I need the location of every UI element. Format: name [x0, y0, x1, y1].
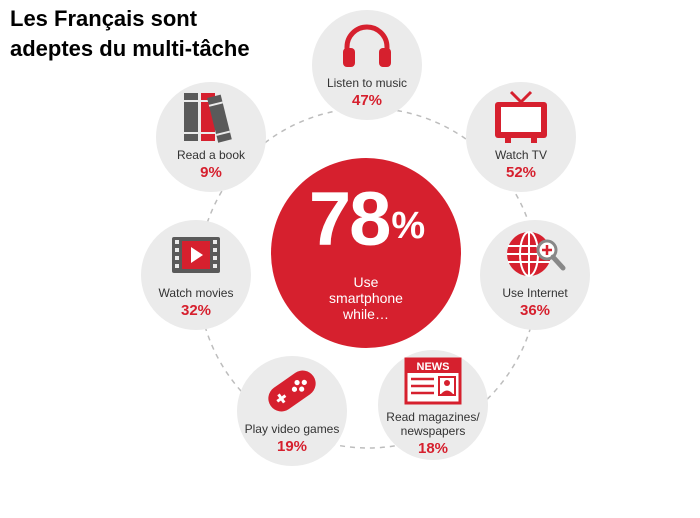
newspaper-icon: NEWS [378, 354, 488, 408]
activity-label: Watch TV [494, 148, 547, 162]
activity-read-book: Read a book 9% [156, 82, 266, 192]
center-value: 78 [308, 177, 392, 262]
activity-label: Use Internet [502, 286, 568, 300]
news-icon-text: NEWS [417, 361, 450, 373]
activity-percent: 36% [519, 302, 551, 319]
center-caption-line-1: Use [353, 274, 379, 290]
activity-read-magazines: NEWS Read magazines/ newspapers 18% [378, 350, 488, 460]
activity-percent: 52% [505, 164, 537, 181]
activity-label: Read a book [176, 148, 246, 162]
activity-label: Read magazines/ newspapers [382, 410, 484, 438]
center-caption: Use smartphone while… [291, 274, 441, 322]
center-caption-line-2: smartphone [329, 290, 403, 306]
title-line-1: Les Français sont [10, 6, 198, 31]
books-icon [156, 90, 266, 144]
activity-label: Play video games [244, 422, 340, 436]
activity-percent: 9% [200, 164, 222, 181]
activity-label: Listen to music [326, 76, 408, 90]
headphones-icon [312, 18, 422, 72]
activity-play-video-games: Play video games 19% [237, 356, 347, 466]
activity-listen-music: Listen to music 47% [312, 10, 422, 120]
center-stat: 78% Use smartphone while… [271, 158, 461, 348]
center-caption-line-3: while… [343, 306, 389, 322]
activity-percent: 47% [351, 92, 383, 109]
activity-percent: 18% [417, 440, 449, 457]
activity-label: Watch movies [158, 286, 234, 300]
center-value-wrap: 78% [271, 180, 461, 260]
activity-label-line-1: Read magazines/ [386, 410, 480, 424]
activity-use-internet: Use Internet 36% [480, 220, 590, 330]
page-title: Les Français sont adeptes du multi-tâche [10, 4, 330, 64]
center-unit: % [391, 205, 425, 247]
tv-icon [466, 90, 576, 144]
globe-search-icon [480, 228, 590, 282]
activity-percent: 19% [276, 438, 308, 455]
activity-percent: 32% [180, 302, 212, 319]
activity-watch-tv: Watch TV 52% [466, 82, 576, 192]
activity-label-line-2: newspapers [400, 424, 466, 438]
gamepad-icon [237, 364, 347, 418]
film-icon [141, 228, 251, 282]
title-line-2: adeptes du multi-tâche [10, 36, 250, 61]
activity-watch-movies: Watch movies 32% [141, 220, 251, 330]
